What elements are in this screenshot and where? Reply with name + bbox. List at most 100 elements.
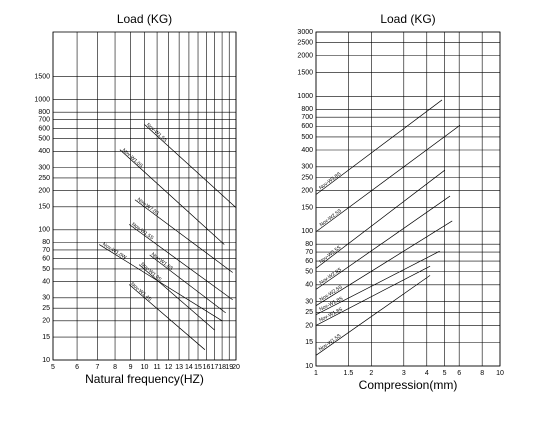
- y-tick-label: 150: [301, 204, 313, 211]
- x-tick-label: 20: [232, 364, 240, 371]
- y-tick-label: 250: [301, 174, 313, 181]
- x-tick-label: 16: [203, 364, 211, 371]
- y-tick-label: 40: [305, 282, 313, 289]
- series-line: [315, 99, 443, 195]
- y-tick-label: 1500: [34, 73, 50, 80]
- y-tick-label: 200: [301, 187, 313, 194]
- x-tick-label: 1: [314, 370, 318, 377]
- series-line: [315, 265, 431, 326]
- series-line: [315, 275, 431, 356]
- x-tick-label: 18: [218, 364, 226, 371]
- x-tick-label: 10: [496, 370, 504, 377]
- x-tick-label: 1.5: [344, 370, 354, 377]
- y-tick-label: 1500: [297, 69, 313, 76]
- series-label: Nov-W1.0S: [139, 262, 163, 284]
- series-label: Nov-W1.0S: [121, 148, 144, 170]
- y-tick-label: 200: [38, 187, 50, 194]
- series-label: Nov-W2.8S: [318, 266, 343, 286]
- plot-frame: [52, 31, 237, 361]
- series-line: [128, 224, 233, 301]
- series-line: [315, 195, 451, 290]
- x-tick-label: 8: [113, 364, 117, 371]
- y-tick-label: 25: [305, 309, 313, 316]
- series-label: Nov-W3.8S: [318, 171, 343, 192]
- y-tick-label: 15: [305, 339, 313, 346]
- y-tick-label: 80: [305, 241, 313, 248]
- y-tick-label: 10: [305, 363, 313, 370]
- y-tick-label: 100: [38, 227, 50, 234]
- x-tick-label: 3: [402, 370, 406, 377]
- x-tick-label: 14: [185, 364, 193, 371]
- y-tick-label: 60: [305, 258, 313, 265]
- x-tick-label: 2: [369, 370, 373, 377]
- y-tick-label: 20: [42, 318, 50, 325]
- x-tick-label: 4: [425, 370, 429, 377]
- x-tick-label: 12: [165, 364, 173, 371]
- series-label: Nov-W1.5S: [318, 333, 343, 353]
- series-line: [99, 244, 223, 322]
- x-tick-label: 5: [51, 364, 55, 371]
- y-tick-label: 500: [38, 136, 50, 143]
- x-tick-label: 19: [225, 364, 233, 371]
- x-axis-label: Natural frequency(HZ): [85, 372, 204, 386]
- y-tick-label: 400: [38, 148, 50, 155]
- y-tick-label: 1000: [297, 93, 313, 100]
- x-tick-label: 5: [443, 370, 447, 377]
- y-tick-label: 30: [42, 295, 50, 302]
- y-tick-label: 1000: [34, 96, 50, 103]
- series-label: Nov-W1.5S: [130, 221, 155, 241]
- y-tick-label: 600: [38, 125, 50, 132]
- y-tick-label: 10: [42, 357, 50, 364]
- chart-title: Load (KG): [117, 12, 172, 26]
- x-axis-label: Compression(mm): [359, 378, 458, 392]
- y-tick-label: 3000: [297, 29, 313, 36]
- y-tick-label: 80: [42, 239, 50, 246]
- y-tick-label: 150: [38, 204, 50, 211]
- series-line: [315, 124, 461, 233]
- y-tick-label: 50: [305, 269, 313, 276]
- plot-frame: [315, 31, 501, 367]
- x-tick-label: 6: [75, 364, 79, 371]
- series-label: Nov-W1.4S: [129, 281, 153, 303]
- y-tick-label: 25: [42, 305, 50, 312]
- x-tick-label: 9: [129, 364, 133, 371]
- y-tick-label: 800: [38, 109, 50, 116]
- y-tick-label: 15: [42, 334, 50, 341]
- series-line: [138, 264, 215, 331]
- y-tick-label: 400: [301, 147, 313, 154]
- series-line: [149, 254, 226, 314]
- x-tick-label: 11: [153, 364, 160, 371]
- y-tick-label: 20: [305, 322, 313, 329]
- y-tick-label: 250: [38, 175, 50, 182]
- series-line: [134, 199, 233, 273]
- y-tick-label: 300: [301, 164, 313, 171]
- series-line: [144, 124, 237, 208]
- series-line: [315, 250, 440, 316]
- y-tick-label: 100: [301, 228, 313, 235]
- y-tick-label: 2500: [297, 40, 313, 47]
- series-label: Nov-W2.5S: [319, 208, 344, 228]
- x-tick-label: 13: [175, 364, 183, 371]
- x-tick-label: 6: [457, 370, 461, 377]
- series-label: Nov-W3.5S: [318, 244, 342, 265]
- y-tick-label: 50: [42, 266, 50, 273]
- y-tick-label: 700: [301, 114, 313, 121]
- y-tick-label: 40: [42, 278, 50, 285]
- x-tick-label: 17: [211, 364, 219, 371]
- y-tick-label: 500: [301, 134, 313, 141]
- x-tick-label: 8: [480, 370, 484, 377]
- y-tick-label: 300: [38, 164, 50, 171]
- series-line: [315, 220, 453, 307]
- chart-title: Load (KG): [380, 12, 435, 26]
- x-tick-label: 15: [194, 364, 202, 371]
- series-line: [119, 149, 225, 245]
- y-tick-label: 70: [305, 249, 313, 256]
- series-label: Nov-W1.5S: [145, 122, 168, 144]
- y-tick-label: 70: [42, 247, 50, 254]
- x-tick-label: 10: [141, 364, 149, 371]
- series-line: [128, 284, 206, 350]
- y-tick-label: 800: [301, 106, 313, 113]
- y-tick-label: 60: [42, 256, 50, 263]
